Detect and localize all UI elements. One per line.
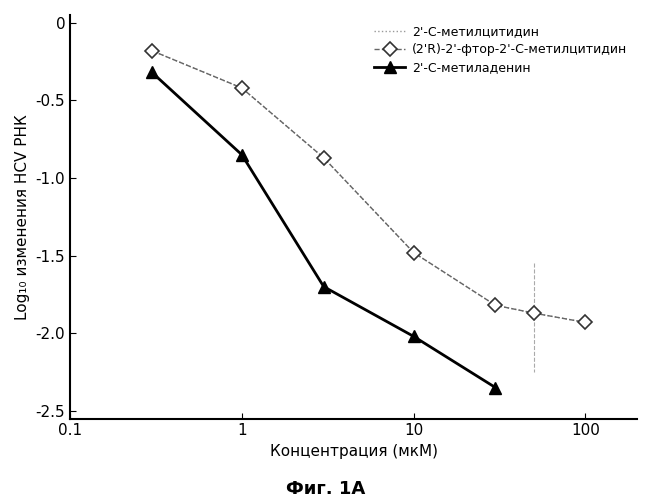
(2'R)-2'-фтор-2'-С-метилцитидин <box>529 310 537 316</box>
(2'R)-2'-фтор-2'-С-метилцитидин <box>492 302 499 308</box>
Line: 2'-С-метиладенин: 2'-С-метиладенин <box>147 67 501 393</box>
(2'R)-2'-фтор-2'-С-метилцитидин <box>148 48 156 54</box>
2'-С-метиладенин <box>409 333 417 339</box>
(2'R)-2'-фтор-2'-С-метилцитидин <box>320 155 328 161</box>
Legend: 2'-С-метилцитидин, (2'R)-2'-фтор-2'-С-метилцитидин, 2'-С-метиладенин: 2'-С-метилцитидин, (2'R)-2'-фтор-2'-С-ме… <box>370 21 630 78</box>
2'-С-метиладенин <box>492 385 499 391</box>
(2'R)-2'-фтор-2'-С-метилцитидин <box>238 85 246 91</box>
2'-С-метилцитидин <box>320 155 328 161</box>
2'-С-метилцитидин <box>529 310 537 316</box>
2'-С-метилцитидин <box>238 85 246 91</box>
X-axis label: Концентрация (мкМ): Концентрация (мкМ) <box>269 444 437 459</box>
(2'R)-2'-фтор-2'-С-метилцитидин <box>409 250 417 255</box>
Y-axis label: Log₁₀ изменения HCV РНК: Log₁₀ изменения HCV РНК <box>15 114 30 320</box>
Line: (2'R)-2'-фтор-2'-С-метилцитидин: (2'R)-2'-фтор-2'-С-метилцитидин <box>147 46 590 327</box>
2'-С-метиладенин <box>238 152 246 158</box>
2'-С-метилцитидин <box>148 48 156 54</box>
2'-С-метилцитидин <box>409 250 417 255</box>
2'-С-метилцитидин <box>492 302 499 308</box>
2'-С-метиладенин <box>320 284 328 290</box>
2'-С-метилцитидин <box>582 319 589 325</box>
(2'R)-2'-фтор-2'-С-метилцитидин <box>582 319 589 325</box>
2'-С-метиладенин <box>148 69 156 75</box>
Line: 2'-С-метилцитидин: 2'-С-метилцитидин <box>152 51 585 322</box>
Text: Фиг. 1А: Фиг. 1А <box>286 480 366 498</box>
